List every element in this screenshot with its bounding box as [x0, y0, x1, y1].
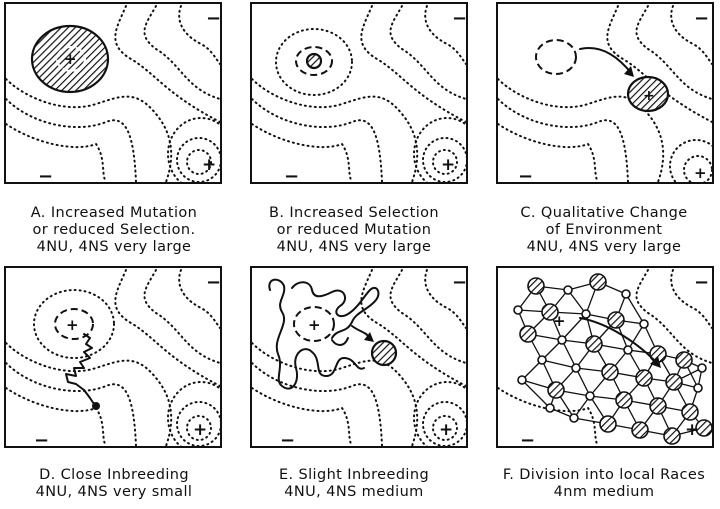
local-race-node: [563, 285, 573, 295]
local-race-node: [621, 289, 631, 299]
local-race-node: [545, 403, 555, 413]
panel-a: + + − −: [4, 2, 222, 184]
migration-link: [541, 359, 577, 369]
local-race-node: [663, 427, 681, 445]
local-race-node: [589, 273, 607, 291]
local-race-node: [631, 421, 649, 439]
local-race-node: [695, 419, 712, 437]
population-dot: [92, 402, 100, 410]
local-race-node: [697, 363, 707, 373]
panel-d: + + − −: [4, 266, 222, 448]
local-race-node: [585, 335, 603, 353]
panel-f-landscape: + + − −: [498, 269, 712, 446]
panel-a-landscape: + + − −: [6, 5, 220, 182]
population-blob: [30, 24, 110, 94]
local-race-node: [635, 369, 653, 387]
caption-d: D. Close Inbreeding 4NU, 4NS very small: [35, 467, 193, 500]
caption-f: F. Division into local Races 4nm medium: [502, 467, 706, 500]
peak-plus-icon: +: [64, 50, 77, 68]
valley-minus-icon: −: [284, 166, 299, 182]
panel-c-landscape: + + − −: [498, 5, 712, 182]
migration-link: [567, 289, 587, 315]
local-race-node: [517, 375, 527, 385]
valley-minus-icon: −: [38, 166, 53, 182]
migration-link: [521, 379, 551, 409]
caption-e: E. Slight Inbreeding 4NU, 4NS medium: [278, 467, 430, 500]
panel-c: + + − −: [496, 2, 714, 184]
local-race-node: [681, 403, 699, 421]
peak-plus-icon: +: [553, 312, 566, 330]
panel-e: + + − −: [250, 266, 468, 448]
local-race-node: [675, 351, 693, 369]
valley-minus-icon: −: [452, 272, 466, 293]
local-race-node: [569, 413, 579, 423]
migration-link: [627, 323, 645, 351]
panel-b-landscape: + − −: [252, 5, 466, 182]
population-blob: [305, 52, 323, 70]
peak-plus-icon: +: [193, 420, 207, 440]
valley-minus-icon: −: [206, 8, 220, 29]
peak-plus-icon: +: [202, 155, 216, 175]
local-race-node: [527, 277, 545, 295]
peak-plus-icon: +: [685, 420, 699, 440]
valley-minus-icon: −: [34, 430, 49, 446]
local-race-node: [547, 381, 565, 399]
valley-minus-icon: −: [206, 272, 220, 293]
local-race-node: [665, 373, 683, 391]
local-race-node: [581, 309, 591, 319]
population-blob: [370, 339, 398, 367]
panel-e-landscape: + + − −: [252, 269, 466, 446]
migration-link: [625, 293, 645, 325]
local-race-node: [639, 319, 649, 329]
local-race-node: [615, 391, 633, 409]
migration-link: [561, 339, 577, 369]
local-race-node: [585, 391, 595, 401]
local-race-node: [623, 345, 633, 355]
peak-plus-icon: +: [441, 155, 455, 175]
valley-minus-icon: −: [518, 166, 533, 182]
local-race-node: [607, 311, 625, 329]
local-race-node: [571, 363, 581, 373]
local-race-node: [693, 383, 703, 393]
population-blob: [626, 75, 670, 113]
local-race-node: [513, 305, 523, 315]
peak-plus-icon: +: [308, 316, 321, 334]
peak-plus-icon: +: [694, 164, 707, 182]
caption-c: C. Qualitative Change of Environment 4NU…: [520, 205, 688, 255]
peak-plus-icon: +: [439, 420, 453, 440]
migration-link: [575, 367, 591, 397]
local-race-node: [601, 363, 619, 381]
peak-plus-icon: +: [643, 88, 655, 104]
local-race-node: [541, 303, 559, 321]
panel-f: + + − −: [496, 266, 714, 448]
panel-b: + − −: [250, 2, 468, 184]
panel-d-landscape: + + − −: [6, 269, 220, 446]
valley-minus-icon: −: [280, 430, 295, 446]
valley-minus-icon: −: [520, 430, 535, 446]
local-race-node: [537, 355, 547, 365]
local-race-node: [649, 397, 667, 415]
valley-minus-icon: −: [694, 272, 709, 293]
local-race-node: [557, 335, 567, 345]
valley-minus-icon: −: [452, 8, 466, 29]
caption-a: A. Increased Mutation or reduced Selecti…: [30, 205, 198, 255]
caption-b: B. Increased Selection or reduced Mutati…: [269, 205, 439, 255]
peak-plus-icon: +: [66, 316, 79, 334]
local-race-node: [599, 415, 617, 433]
valley-minus-icon: −: [694, 8, 709, 29]
local-race-node: [519, 325, 537, 343]
